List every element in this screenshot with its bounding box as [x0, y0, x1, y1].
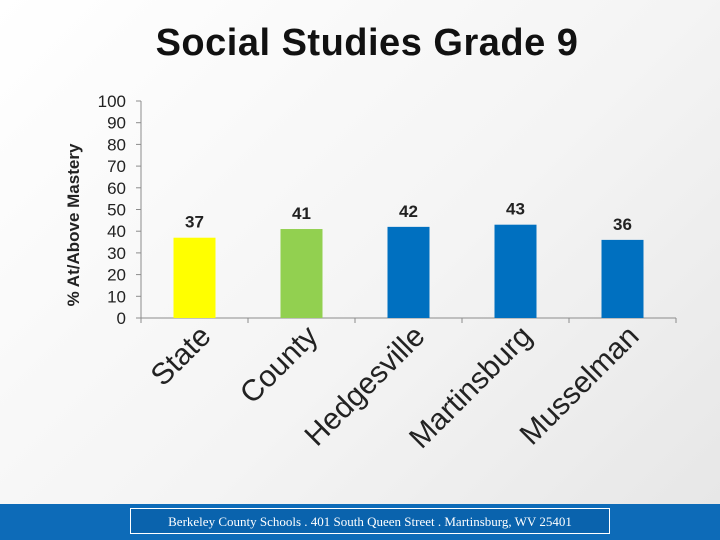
- footer-address: Berkeley County Schools . 401 South Quee…: [130, 508, 610, 534]
- category-label: State: [145, 320, 218, 393]
- y-tick-label: 70: [107, 157, 126, 176]
- y-tick-label: 60: [107, 179, 126, 198]
- data-label: 41: [292, 204, 311, 223]
- y-tick-label: 10: [107, 287, 126, 306]
- category-label: County: [234, 320, 325, 411]
- y-tick-label: 40: [107, 222, 126, 241]
- data-label: 36: [613, 215, 632, 234]
- bar-martinsburg: [494, 224, 537, 318]
- bar-state: [173, 237, 216, 318]
- data-label: 37: [185, 213, 204, 232]
- y-tick-label: 90: [107, 114, 126, 133]
- bar-chart: 010203040506070809010037State41County42H…: [98, 92, 677, 455]
- y-tick-label: 0: [117, 309, 126, 328]
- y-tick-label: 100: [98, 92, 126, 111]
- bar-county: [280, 229, 323, 318]
- data-label: 42: [399, 202, 418, 221]
- bar-hedgesville: [387, 226, 430, 318]
- footer-bar: Berkeley County Schools . 401 South Quee…: [0, 504, 720, 540]
- chart-title: Social Studies Grade 9: [155, 22, 579, 64]
- y-tick-label: 80: [107, 135, 126, 154]
- data-label: 43: [506, 200, 525, 219]
- y-tick-label: 30: [107, 244, 126, 263]
- bar-musselman: [601, 239, 644, 318]
- y-tick-label: 20: [107, 266, 126, 285]
- y-tick-label: 50: [107, 201, 126, 220]
